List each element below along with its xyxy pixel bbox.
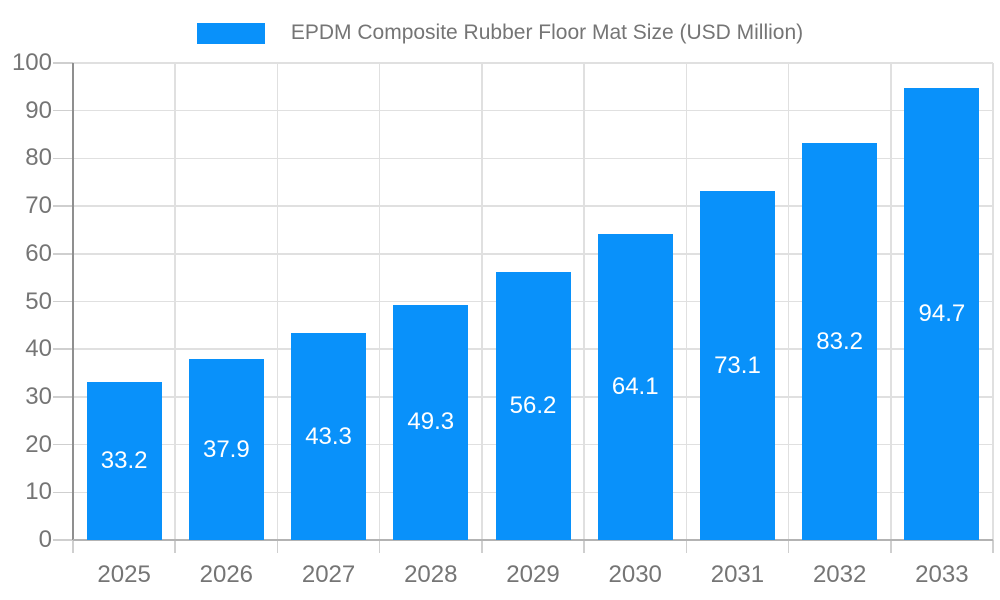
- y-tick: [53, 396, 73, 398]
- bar-2031[interactable]: [699, 191, 775, 540]
- y-axis-label: 50: [25, 287, 52, 315]
- x-tick: [72, 540, 74, 553]
- x-gridline: [378, 63, 381, 540]
- x-axis-label: 2030: [608, 561, 662, 588]
- x-axis-label: 2033: [915, 561, 969, 588]
- y-axis-label: 30: [25, 382, 52, 410]
- y-gridline: [73, 62, 993, 64]
- bar-value-label: 73.1: [714, 351, 761, 379]
- bar-value-label: 56.2: [509, 391, 557, 419]
- x-axis-label: 2031: [710, 561, 765, 588]
- y-axis-label: 10: [25, 478, 52, 506]
- y-gridline: [73, 157, 993, 160]
- x-axis-label: 2032: [812, 561, 867, 588]
- y-tick: [53, 491, 73, 494]
- bar-value-label: 33.2: [100, 446, 148, 474]
- x-tick: [787, 540, 790, 553]
- y-tick: [53, 443, 73, 446]
- x-tick: [685, 540, 688, 553]
- x-gridline: [276, 63, 279, 540]
- bar-value-label: 83.2: [816, 327, 864, 355]
- y-tick: [53, 109, 73, 112]
- y-axis-label: 0: [38, 526, 52, 553]
- bar-2025[interactable]: [86, 381, 162, 540]
- y-gridline: [73, 109, 993, 112]
- y-axis-label: 20: [25, 430, 52, 458]
- y-axis-label: 80: [25, 144, 52, 172]
- legend-swatch-icon: [196, 22, 265, 44]
- bar-value-label: 43.3: [305, 422, 352, 450]
- y-tick: [53, 253, 73, 255]
- legend: EPDM Composite Rubber Floor Mat Size (US…: [0, 21, 1000, 45]
- x-axis-label: 2026: [199, 561, 254, 588]
- y-gridline: [73, 253, 993, 255]
- x-axis-line: [73, 539, 993, 541]
- x-tick: [890, 540, 892, 553]
- legend-item[interactable]: EPDM Composite Rubber Floor Mat Size (US…: [196, 21, 804, 45]
- y-axis-line: [72, 63, 74, 540]
- y-axis-label: 40: [25, 335, 52, 363]
- bar-value-label: 64.1: [611, 373, 659, 401]
- bar-2029[interactable]: [495, 271, 571, 540]
- x-axis-label: 2025: [97, 561, 151, 588]
- x-axis-label: 2027: [301, 561, 356, 588]
- x-gridline: [481, 63, 483, 540]
- x-gridline: [685, 63, 688, 540]
- y-tick: [53, 348, 73, 350]
- x-gridline: [787, 63, 790, 540]
- bar-value-label: 49.3: [407, 408, 455, 436]
- x-gridline: [174, 63, 176, 540]
- y-tick: [53, 157, 73, 160]
- y-tick: [53, 205, 73, 207]
- x-gridline: [583, 63, 585, 540]
- y-axis-label: 100: [11, 49, 52, 76]
- bar-value-label: 94.7: [918, 300, 966, 328]
- x-tick: [583, 540, 585, 553]
- bar-value-label: 37.9: [202, 435, 250, 463]
- bar-2026[interactable]: [188, 359, 264, 540]
- bar-2030[interactable]: [597, 234, 673, 540]
- y-tick: [53, 539, 73, 541]
- x-tick: [174, 540, 176, 553]
- x-tick: [481, 540, 483, 553]
- x-tick: [378, 540, 381, 553]
- bar-2032[interactable]: [802, 143, 878, 540]
- x-tick: [276, 540, 279, 553]
- y-axis-label: 90: [25, 96, 52, 124]
- bar-2027[interactable]: [291, 333, 367, 540]
- legend-label: EPDM Composite Rubber Floor Mat Size (US…: [290, 21, 804, 44]
- x-axis-label: 2028: [404, 561, 458, 588]
- x-gridline: [992, 63, 994, 540]
- y-tick: [53, 62, 73, 64]
- bar-2028[interactable]: [393, 304, 469, 540]
- y-axis-label: 70: [25, 192, 52, 220]
- x-axis-label: 2029: [506, 561, 560, 588]
- x-gridline: [890, 63, 892, 540]
- y-tick: [53, 300, 73, 303]
- y-gridline: [73, 205, 993, 207]
- bar-2033[interactable]: [904, 88, 980, 540]
- y-axis-label: 60: [25, 239, 52, 267]
- x-tick: [992, 540, 994, 553]
